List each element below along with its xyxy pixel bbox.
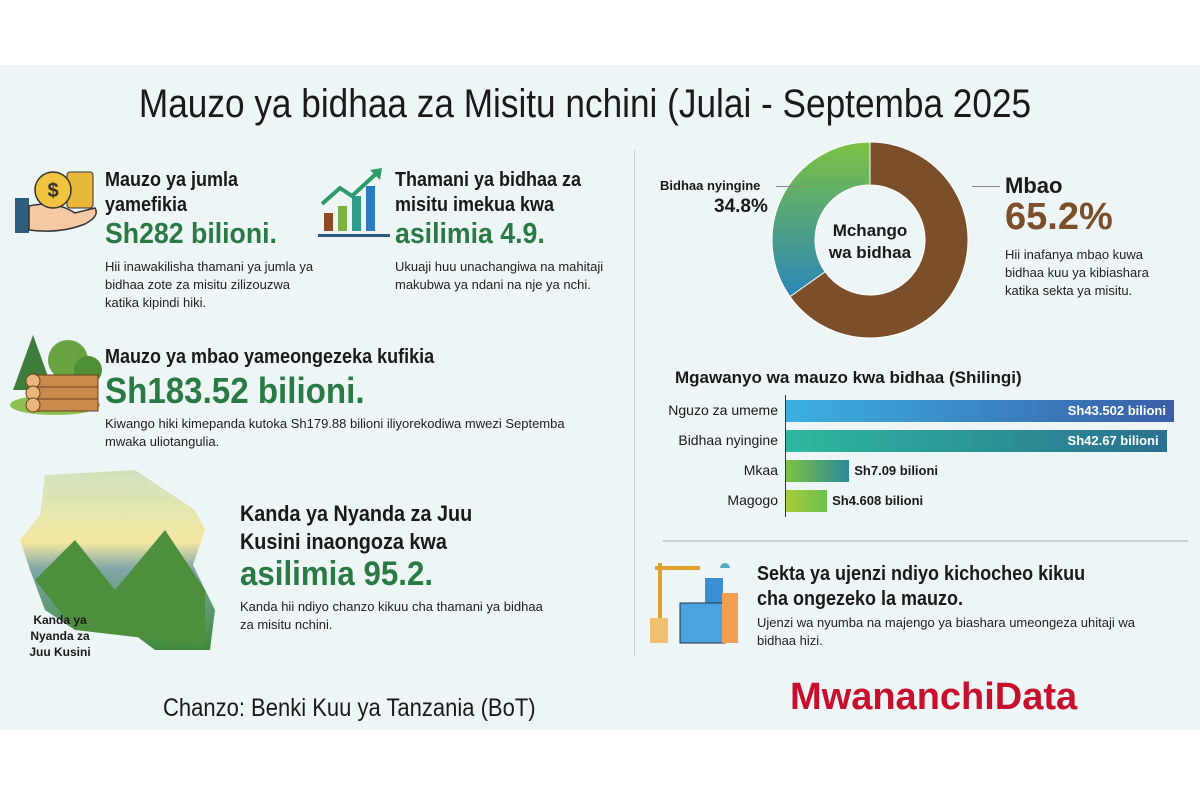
donut-center-title: Mchango wa bidhaa: [828, 221, 912, 262]
total-heading-2: yamefikia: [105, 194, 188, 216]
donut-value-other: 34.8%: [714, 196, 768, 217]
donut-value-mbao: 65.2%: [1005, 196, 1113, 238]
region-heading-2: Kusini inaongoza kwa: [240, 529, 447, 554]
total-heading-1: Mauzo ya jumla: [105, 169, 239, 191]
bar-value-label: Sh7.09 bilioni: [854, 463, 939, 478]
construction-heading-1: Sekta ya ujenzi ndiyo kichocheo kikuu: [757, 563, 1086, 585]
timber-heading: Mauzo ya mbao yameongezeka kufikia: [105, 346, 435, 368]
timber-value: Sh183.52 bilioni.: [105, 370, 365, 411]
page-title: Mauzo ya bidhaa za Misitu nchini (Julai …: [138, 82, 1032, 126]
region-desc: Kanda hii ndiyo chanzo kikuu cha thamani…: [240, 599, 543, 632]
donut-leader-mbao: [972, 186, 1000, 187]
total-value: Sh282 bilioni.: [105, 218, 277, 250]
donut-label-other: Bidhaa nyingine: [660, 178, 761, 193]
bar-value-label: Sh43.502 bilioni: [1067, 403, 1166, 418]
donut-chart: [771, 141, 969, 339]
timber-desc: Kiwango hiki kimepanda kutoka Sh179.88 b…: [105, 416, 565, 449]
bar: [786, 490, 828, 512]
svg-text:$: $: [47, 180, 58, 202]
construction-desc: Ujenzi wa nyumba na majengo ya biashara …: [757, 615, 1135, 648]
bar: [786, 400, 1174, 422]
brand-logo: MwananchiData: [790, 676, 1078, 718]
bar-category-label: Mkaa: [743, 462, 778, 478]
growth-chart-icon: [318, 168, 390, 237]
bar-axis: [785, 395, 786, 517]
donut-slice-bidhaa-nyingine: [771, 141, 871, 298]
bar-chart-title: Mgawanyo wa mauzo kwa bidhaa (Shilingi): [675, 368, 1022, 387]
horizontal-divider: [663, 540, 1188, 542]
donut-slice-mbao: [789, 141, 969, 339]
bar-category-label: Bidhaa nyingine: [678, 432, 778, 448]
growth-desc: Ukuaji huu unachangiwa na mahitaji makub…: [395, 259, 604, 292]
donut-leader-other: [776, 186, 803, 187]
forest-logs-icon: [10, 335, 102, 415]
growth-value: asilimia 4.9.: [395, 218, 545, 250]
bar: [786, 430, 1167, 452]
growth-heading-2: misitu imekua kwa: [395, 194, 555, 216]
tanzania-map-icon: [20, 470, 215, 650]
vertical-divider: [634, 150, 635, 655]
bar-category-label: Nguzo za umeme: [668, 402, 778, 418]
bar-value-label: Sh4.608 bilioni: [832, 493, 924, 508]
construction-heading-2: cha ongezeko la mauzo.: [757, 588, 964, 610]
bar-value-label: Sh42.67 bilioni: [1067, 433, 1159, 448]
region-heading-1: Kanda ya Nyanda za Juu: [240, 501, 473, 526]
region-value: asilimia 95.2.: [240, 555, 434, 593]
bar-category-label: Magogo: [727, 492, 778, 508]
donut-label-mbao: Mbao: [1005, 173, 1063, 198]
source-note: Chanzo: Benki Kuu ya Tanzania (BoT): [163, 694, 536, 722]
bar: [786, 460, 850, 482]
donut-note: Hii inafanya mbao kuwa bidhaa kuu ya kib…: [1005, 247, 1149, 298]
money-hand-icon: $: [15, 171, 97, 233]
total-desc: Hii inawakilisha thamani ya jumla ya bid…: [105, 259, 314, 310]
growth-heading-1: Thamani ya bidhaa za: [395, 169, 582, 191]
construction-icon: [650, 563, 738, 644]
map-label: Kanda ya Nyanda za Juu Kusini: [29, 613, 91, 659]
